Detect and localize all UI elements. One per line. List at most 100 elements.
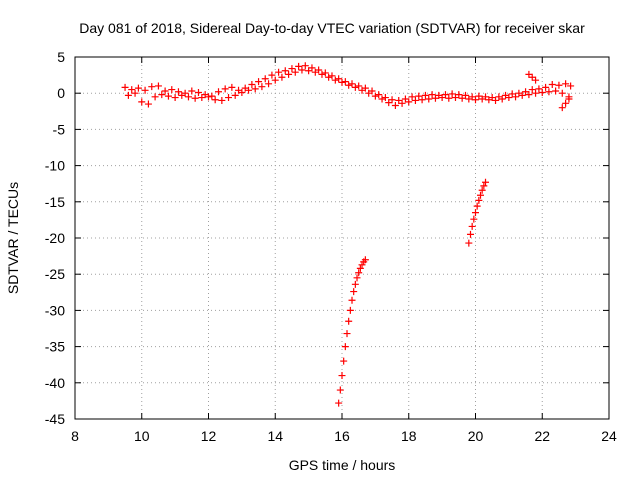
data-point <box>371 92 379 100</box>
data-point <box>335 399 343 407</box>
x-tick-label: 18 <box>401 428 417 444</box>
data-point <box>278 73 286 81</box>
y-tick-label: -10 <box>45 158 65 174</box>
data-point <box>438 94 446 102</box>
data-point <box>158 91 166 99</box>
data-point <box>346 306 354 314</box>
data-point <box>221 85 229 93</box>
data-point <box>311 68 319 76</box>
data-point <box>341 78 349 86</box>
x-tick-label: 12 <box>201 428 217 444</box>
data-point <box>408 93 416 101</box>
x-tick-label: 20 <box>468 428 484 444</box>
data-point <box>138 98 146 106</box>
x-axis-label: GPS time / hours <box>289 457 396 473</box>
data-point <box>268 71 276 79</box>
data-point <box>518 91 526 99</box>
data-point <box>338 78 346 86</box>
data-point <box>288 65 296 73</box>
y-tick-label: 5 <box>57 49 65 65</box>
series-late-points <box>525 70 573 112</box>
data-point <box>325 73 333 81</box>
data-point <box>425 95 433 103</box>
data-point <box>348 80 356 88</box>
data-point <box>528 86 536 94</box>
data-point <box>478 95 486 103</box>
data-point <box>174 88 182 96</box>
data-point <box>445 94 453 102</box>
data-point <box>358 86 366 94</box>
data-point <box>351 280 359 288</box>
x-tick-label: 10 <box>134 428 150 444</box>
data-point <box>285 70 293 78</box>
data-point <box>448 90 456 98</box>
data-point <box>121 83 129 91</box>
y-tick-label: 0 <box>57 85 65 101</box>
data-point <box>465 239 473 247</box>
x-tick-label: 14 <box>267 428 283 444</box>
data-point <box>421 91 429 99</box>
data-point <box>545 88 553 96</box>
data-point <box>391 102 399 110</box>
data-point <box>251 85 259 93</box>
data-point <box>485 96 493 104</box>
y-tick-label: -35 <box>45 339 65 355</box>
data-point <box>565 95 573 103</box>
data-point <box>558 89 566 97</box>
data-point <box>477 191 485 199</box>
data-point <box>405 98 413 106</box>
data-point <box>492 96 500 104</box>
data-point <box>191 94 199 102</box>
data-point <box>498 95 506 103</box>
data-point <box>411 96 419 104</box>
markers <box>121 62 575 407</box>
data-point <box>184 93 192 101</box>
data-point <box>305 67 313 75</box>
data-point <box>473 202 481 210</box>
data-point <box>301 62 309 70</box>
y-tick-label: -45 <box>45 411 65 427</box>
series-excursion-2 <box>465 178 490 247</box>
data-point <box>512 93 520 101</box>
data-point <box>144 100 152 108</box>
chart-title: Day 081 of 2018, Sidereal Day-to-day VTE… <box>79 20 585 36</box>
x-tick-label: 16 <box>334 428 350 444</box>
series-main-band-lower-edge <box>124 66 573 110</box>
data-point <box>428 91 436 99</box>
data-point <box>154 82 162 90</box>
data-point <box>361 256 369 264</box>
data-point <box>466 230 474 238</box>
data-point <box>470 215 478 223</box>
x-tick-label: 8 <box>71 428 79 444</box>
data-point <box>228 83 236 91</box>
x-tick-label: 22 <box>534 428 550 444</box>
data-point <box>271 76 279 84</box>
data-point <box>472 209 479 217</box>
data-point <box>231 91 239 99</box>
data-point <box>525 91 533 99</box>
data-point <box>381 94 389 102</box>
data-point <box>532 76 540 84</box>
data-point <box>194 88 202 96</box>
data-point <box>567 82 575 90</box>
data-point <box>345 81 353 89</box>
data-point <box>218 96 226 104</box>
data-point <box>505 94 513 102</box>
data-point <box>355 82 363 90</box>
data-point <box>341 343 349 351</box>
data-point <box>478 186 486 194</box>
data-point <box>261 75 269 83</box>
data-point <box>336 386 344 394</box>
data-point <box>248 81 256 89</box>
data-point <box>340 357 348 365</box>
data-point <box>258 83 266 91</box>
y-tick-label: -40 <box>45 375 65 391</box>
data-point <box>151 93 159 101</box>
data-point <box>398 99 406 107</box>
data-point <box>538 88 546 96</box>
data-point <box>451 94 459 102</box>
data-point <box>164 92 172 100</box>
data-point <box>295 62 303 70</box>
data-point <box>178 91 186 99</box>
